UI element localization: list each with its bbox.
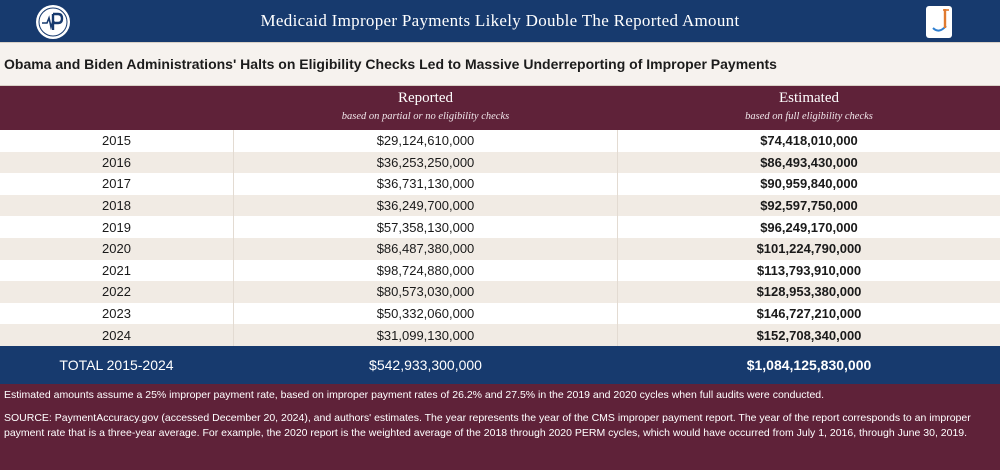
table-row: 2020 $86,487,380,000 $101,224,790,000 (0, 237, 1000, 260)
banner-title: Medicaid Improper Payments Likely Double… (260, 11, 740, 30)
column-header-reported: Reported based on partial or no eligibil… (233, 86, 618, 130)
table-row: 2022 $80,573,030,000 $128,953,380,000 (0, 281, 1000, 303)
table-row: 2017 $36,731,130,000 $90,959,840,000 (0, 173, 1000, 195)
footer-notes: Estimated amounts assume a 25% improper … (0, 384, 1000, 470)
table-row: 2018 $36,249,700,000 $92,597,750,000 (0, 194, 1000, 217)
estimated-cell: $146,727,210,000 (756, 306, 862, 322)
open-door-logo-icon (924, 4, 954, 40)
year-cell: 2016 (102, 154, 131, 170)
estimated-cell: $86,493,430,000 (760, 154, 858, 170)
column-sublabel-estimated: based on full eligibility checks (745, 111, 873, 122)
table-row: 2016 $36,253,250,000 $86,493,430,000 (0, 151, 1000, 174)
year-cell: 2020 (102, 241, 131, 257)
source-note: SOURCE: PaymentAccuracy.gov (accessed De… (4, 412, 971, 439)
subtitle-bar: Obama and Biden Administrations' Halts o… (0, 42, 1000, 86)
estimated-cell: $128,953,380,000 (756, 284, 862, 300)
table-row: 2021 $98,724,880,000 $113,793,910,000 (0, 259, 1000, 282)
year-cell: 2024 (102, 327, 131, 343)
column-header-estimated: Estimated based on full eligibility chec… (618, 86, 1000, 130)
payments-table: 2015 $29,124,610,000 $74,418,010,000 201… (0, 130, 1000, 346)
estimated-cell: $101,224,790,000 (756, 241, 862, 257)
total-reported: $542,933,300,000 (369, 357, 482, 373)
estimated-cell: $90,959,840,000 (760, 176, 858, 192)
estimated-cell: $152,708,340,000 (756, 327, 862, 343)
reported-cell: $50,332,060,000 (233, 302, 618, 325)
total-estimated: $1,084,125,830,000 (746, 357, 872, 373)
year-cell: 2023 (102, 306, 131, 322)
table-header: Reported based on partial or no eligibil… (0, 86, 1000, 130)
reported-cell: $80,573,030,000 (233, 281, 618, 303)
year-cell: 2021 (102, 262, 131, 278)
year-cell: 2019 (102, 219, 131, 235)
year-cell: 2017 (102, 176, 131, 192)
year-cell: 2022 (102, 284, 131, 300)
reported-cell: $36,253,250,000 (233, 151, 618, 174)
estimated-cell: $92,597,750,000 (760, 198, 858, 214)
subtitle: Obama and Biden Administrations' Halts o… (4, 56, 777, 72)
estimated-cell: $74,418,010,000 (760, 133, 858, 149)
reported-cell: $86,487,380,000 (233, 237, 618, 260)
column-sublabel-reported: based on partial or no eligibility check… (341, 111, 510, 122)
column-label-estimated: Estimated (779, 90, 839, 106)
year-cell: 2018 (102, 198, 131, 214)
p-circle-logo-icon (36, 5, 70, 39)
estimated-cell: $113,793,910,000 (756, 262, 862, 278)
table-row: 2015 $29,124,610,000 $74,418,010,000 (0, 130, 1000, 152)
table-row: 2024 $31,099,130,000 $152,708,340,000 (0, 324, 1000, 346)
table-row: 2019 $57,358,130,000 $96,249,170,000 (0, 216, 1000, 238)
column-label-reported: Reported (398, 90, 453, 106)
reported-cell: $31,099,130,000 (233, 324, 618, 346)
reported-cell: $29,124,610,000 (233, 130, 618, 152)
estimate-note: Estimated amounts assume a 25% improper … (4, 389, 825, 401)
reported-cell: $57,358,130,000 (233, 216, 618, 238)
total-row: TOTAL 2015-2024 $542,933,300,000 $1,084,… (0, 346, 1000, 384)
reported-cell: $98,724,880,000 (233, 259, 618, 282)
year-cell: 2015 (102, 133, 131, 149)
title-banner: Medicaid Improper Payments Likely Double… (0, 0, 1000, 42)
reported-cell: $36,731,130,000 (233, 173, 618, 195)
table-row: 2023 $50,332,060,000 $146,727,210,000 (0, 302, 1000, 325)
estimated-cell: $96,249,170,000 (760, 219, 858, 235)
reported-cell: $36,249,700,000 (233, 194, 618, 217)
total-label: TOTAL 2015-2024 (59, 357, 174, 373)
